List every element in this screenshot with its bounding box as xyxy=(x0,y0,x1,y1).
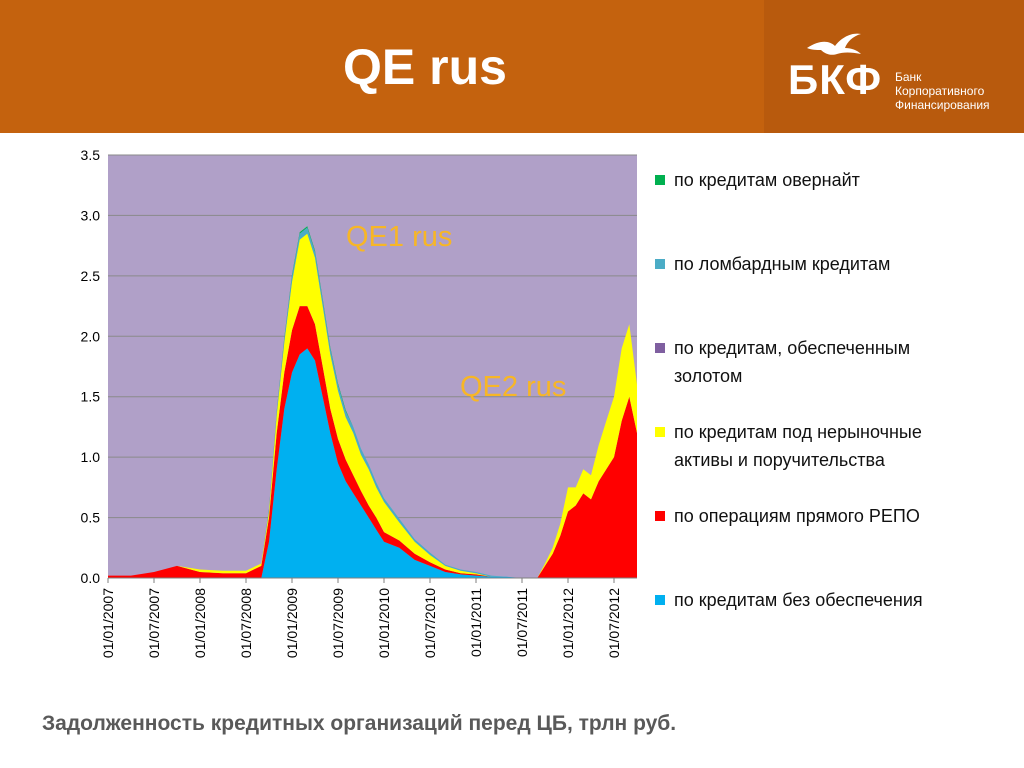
chart: 0.0 0.5 1.0 1.5 2.0 2.5 3.0 3.5 01/01/2007 01/07… xyxy=(81,147,637,658)
area-series-path xyxy=(108,233,637,578)
logo-text-line: Финансирования xyxy=(895,98,990,112)
x-tick-label: 01/07/2008 xyxy=(238,588,254,658)
y-tick-label: 3.0 xyxy=(81,207,101,223)
y-tick-label: 3.5 xyxy=(81,147,101,163)
hummingbird-logo-icon xyxy=(807,33,861,55)
logo-text-line: Банк xyxy=(895,70,922,84)
qe1-annotation: QE1 rus xyxy=(346,221,452,253)
y-tick-label: 1.5 xyxy=(81,389,101,405)
legend-swatch xyxy=(655,343,665,353)
legend-swatch xyxy=(655,259,665,269)
legend-label: по кредитам овернайт xyxy=(674,170,860,190)
qe2-annotation: QE2 rus xyxy=(460,371,566,403)
y-tick-label: 0.0 xyxy=(81,570,101,586)
area-series-path xyxy=(108,348,637,578)
legend-label: по ломбардным кредитам xyxy=(674,254,891,274)
legend-label: по операциям прямого РЕПО xyxy=(674,506,920,526)
legend-label: по кредитам под нерыночные активы и пору… xyxy=(674,422,922,470)
chart-caption: Задолженность кредитных организаций пере… xyxy=(42,712,677,735)
legend-swatch xyxy=(655,427,665,437)
y-tick-label: 0.5 xyxy=(81,510,101,526)
legend-swatch xyxy=(655,175,665,185)
x-axis: 01/01/2007 01/07/2007 01/01/2008 01/07/2008… xyxy=(100,577,637,658)
x-tick-label: 01/01/2008 xyxy=(192,588,208,658)
x-tick-label: 01/01/2011 xyxy=(468,588,484,657)
legend-label: по кредитам без обеспечения xyxy=(674,590,923,610)
x-tick-label: 01/01/2012 xyxy=(560,588,576,658)
x-tick-label: 01/07/2010 xyxy=(422,588,438,658)
legend-swatch xyxy=(655,511,665,521)
x-tick-label: 01/01/2009 xyxy=(284,588,300,658)
area-series xyxy=(108,226,637,579)
logo-text-line: Корпоративного xyxy=(895,84,985,98)
legend-swatch xyxy=(655,595,665,605)
page-title: QE rus xyxy=(343,39,507,95)
x-tick-label: 01/01/2007 xyxy=(100,588,116,658)
y-axis: 0.0 0.5 1.0 1.5 2.0 2.5 3.0 3.5 xyxy=(81,147,101,586)
y-tick-label: 2.0 xyxy=(81,328,101,344)
x-tick-label: 01/07/2009 xyxy=(330,588,346,658)
x-tick-label: 01/07/2007 xyxy=(146,588,162,658)
x-tick-label: 01/07/2011 xyxy=(514,588,530,657)
x-tick-label: 01/07/2012 xyxy=(606,588,622,658)
x-tick-label: 01/01/2010 xyxy=(376,588,392,658)
y-tick-label: 2.5 xyxy=(81,268,101,284)
logo-abbreviation: БКФ xyxy=(788,56,883,103)
legend-label: по кредитам, обеспеченным золотом xyxy=(674,338,911,386)
area-series-path xyxy=(108,306,637,578)
y-tick-label: 1.0 xyxy=(81,449,101,465)
logo-panel xyxy=(764,0,1024,133)
